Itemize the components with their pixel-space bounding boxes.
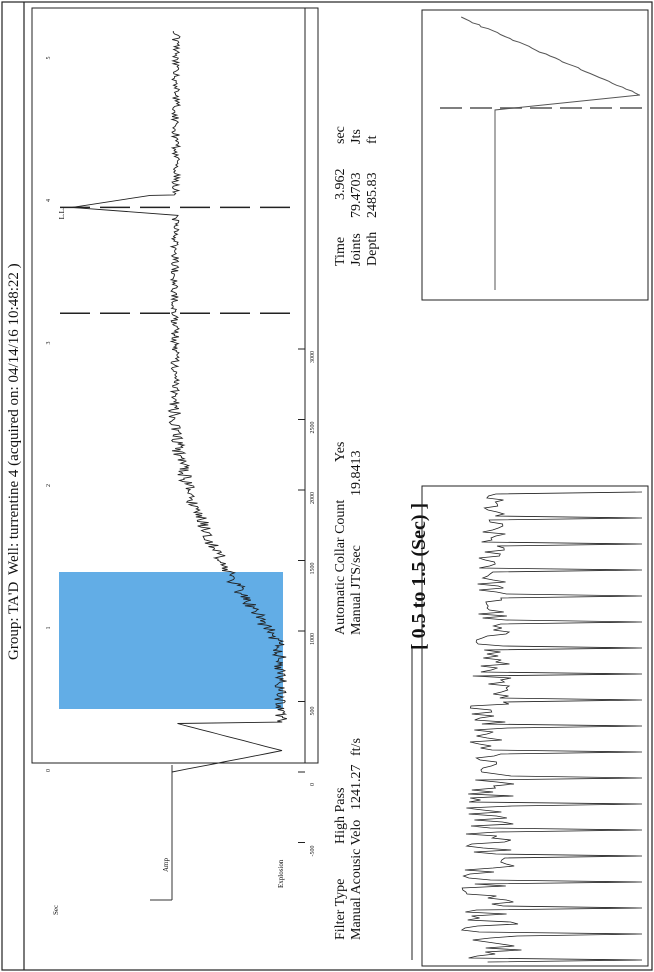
filter-type-label: Filter Type bbox=[333, 879, 348, 940]
depth-tick-label: -500 bbox=[310, 846, 316, 857]
sec-tick-label: 0 bbox=[46, 769, 52, 772]
tick-layer: 0 1 2 3 4 5 -500 0 500 1000 1500 2000 2500 3000 bbox=[46, 57, 316, 857]
joints-unit: Jts bbox=[349, 129, 364, 144]
marker-zoom-line bbox=[460, 16, 641, 290]
joints-label: Joints bbox=[349, 233, 364, 266]
well-label: Well: turrentine 4 (acquired on: 04/14/1… bbox=[6, 263, 22, 575]
depth-value: 2485.83 bbox=[365, 173, 380, 219]
zoom-waveform-panel bbox=[421, 485, 649, 967]
depth-tick-label: 3000 bbox=[310, 351, 316, 363]
explosion-axis-label: Explosion bbox=[277, 859, 285, 888]
marker-zoom-panel bbox=[421, 9, 649, 301]
sec-tick-label: 3 bbox=[46, 342, 52, 345]
depth-tick-label: 2000 bbox=[310, 492, 316, 504]
acoustic-trace-line bbox=[71, 31, 288, 773]
trace-panel bbox=[31, 7, 319, 764]
time-unit: sec bbox=[333, 126, 348, 144]
marker-label: L.L. bbox=[58, 207, 66, 219]
depth-tick-label: 1500 bbox=[310, 563, 316, 575]
highlight-selection[interactable] bbox=[59, 572, 283, 709]
sec-tick-label: 1 bbox=[46, 627, 52, 630]
time-label: Time bbox=[333, 237, 348, 266]
marker-zoom-trace bbox=[440, 16, 645, 290]
depth-tick-label: 500 bbox=[310, 707, 316, 716]
amp-axis-label: Amp bbox=[162, 858, 170, 873]
velocity-unit: ft/s bbox=[349, 738, 364, 756]
depth-tick-label: 2500 bbox=[310, 422, 316, 434]
velocity-value: 1241.27 bbox=[349, 765, 364, 811]
jts-value: 19.8413 bbox=[349, 451, 364, 497]
depth-tick-label: 0 bbox=[310, 783, 316, 786]
sec-tick-label: 2 bbox=[46, 484, 52, 487]
trace-layer: L.L. bbox=[58, 31, 290, 901]
filter-type-value: High Pass bbox=[333, 788, 348, 844]
depth-tick-label: 1000 bbox=[310, 633, 316, 645]
joints-value: 79.4703 bbox=[349, 173, 364, 219]
depth-unit: ft bbox=[365, 135, 380, 144]
time-value: 3.962 bbox=[333, 169, 348, 201]
sec-axis-label: Sec bbox=[52, 905, 60, 915]
group-label: Group: TA'D bbox=[6, 582, 22, 660]
sec-tick-label: 4 bbox=[46, 199, 52, 202]
zoom-title: [ 0.5 to 1.5 (Sec) ] bbox=[408, 503, 430, 650]
jts-label: Manual JTS/sec bbox=[349, 545, 364, 635]
zoom-waveform-trace bbox=[460, 491, 643, 963]
collar-count-value: Yes bbox=[333, 442, 348, 462]
depth-label: Depth bbox=[365, 232, 380, 266]
zoom-waveform-line bbox=[460, 491, 643, 963]
collar-count-label: Automatic Collar Count bbox=[333, 500, 348, 635]
sec-tick-label: 5 bbox=[46, 57, 52, 60]
velocity-label: Manual Acousic Velo bbox=[349, 820, 364, 940]
